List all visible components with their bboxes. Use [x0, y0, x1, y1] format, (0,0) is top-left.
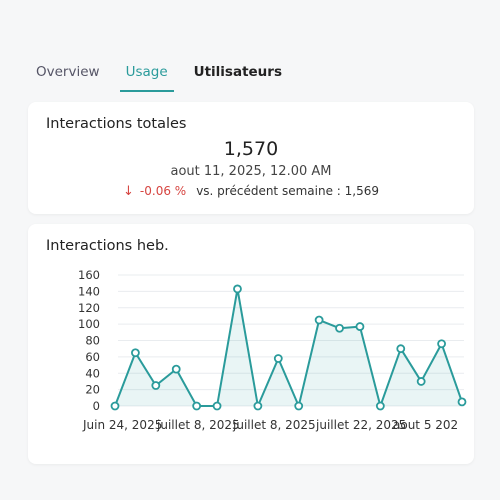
data-point [110, 401, 120, 411]
y-tick-label: 80 [85, 334, 100, 348]
weekly-interactions-card: Interactions heb. 0 20 40 60 80 100 120 140 160 J… [28, 224, 474, 464]
data-point [375, 401, 385, 411]
total-value: 1,570 [223, 138, 279, 160]
series-area [115, 288, 462, 406]
data-point [171, 364, 181, 374]
data-point [233, 284, 242, 294]
card-title: Interactions totales [46, 116, 187, 132]
y-tick-label: 20 [85, 383, 100, 397]
data-point [437, 339, 446, 349]
x-tick-label: juillet 22, 2025 [315, 418, 406, 432]
total-interactions-card: Interactions totales 1,570 aout 11, 2025… [28, 102, 474, 214]
tab-bar: Overview Usage Utilisateurs [36, 64, 308, 92]
data-point [253, 401, 263, 411]
data-point [457, 397, 467, 407]
data-point [192, 401, 202, 411]
y-tick-label: 60 [85, 350, 100, 364]
data-point [212, 401, 222, 411]
data-point [273, 354, 283, 363]
data-point [131, 348, 140, 358]
y-tick-label: 160 [78, 268, 100, 282]
timestamp: aout 11, 2025, 12.00 AM [170, 164, 332, 179]
y-tick-label: 120 [78, 301, 100, 315]
data-point [396, 344, 406, 354]
change-percent: -0.06 % [139, 184, 187, 198]
x-tick-label: Juin 24, 2025 [82, 418, 162, 432]
change-row: ↓ -0.06 % vs. précédent semaine : 1,569 [28, 184, 474, 199]
data-point [294, 401, 304, 411]
y-tick-label: 100 [78, 317, 100, 331]
x-tick-label: juillet 8, 2025 [232, 418, 316, 432]
chart-title: Interactions heb. [46, 238, 169, 254]
tab-utilisateurs[interactable]: Utilisateurs [193, 64, 282, 80]
x-tick-label: juillet 8, 2025 [156, 418, 240, 432]
comparison-text: vs. précédent semaine : 1,569 [196, 184, 379, 198]
data-point [314, 315, 324, 325]
data-point [151, 381, 161, 390]
data-point [355, 322, 365, 331]
data-point [416, 377, 426, 386]
y-tick-label: 40 [85, 366, 100, 380]
x-tick-label: aout 5 202 [393, 418, 458, 432]
data-point [335, 323, 344, 333]
tab-usage[interactable]: Usage [119, 64, 174, 92]
tab-overview[interactable]: Overview [36, 64, 100, 80]
y-tick-label: 0 [93, 399, 100, 413]
y-tick-label: 140 [78, 284, 100, 298]
arrow-down-icon: ↓ [123, 184, 134, 199]
